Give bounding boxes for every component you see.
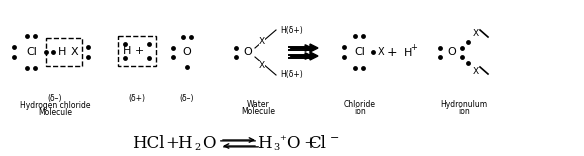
Text: O: O bbox=[202, 134, 215, 151]
Text: H(δ+): H(δ+) bbox=[280, 71, 303, 80]
Text: H +: H + bbox=[123, 46, 145, 56]
Text: (δ–): (δ–) bbox=[180, 94, 194, 103]
Text: O: O bbox=[286, 134, 300, 151]
Text: Cl: Cl bbox=[354, 47, 366, 57]
Text: ion: ion bbox=[354, 107, 366, 116]
Text: ion: ion bbox=[458, 107, 470, 116]
Text: HCl: HCl bbox=[132, 134, 164, 151]
Text: X: X bbox=[259, 61, 265, 70]
Text: X: X bbox=[70, 47, 78, 57]
Text: −: − bbox=[330, 133, 339, 143]
Text: Hydrogen chloride: Hydrogen chloride bbox=[20, 101, 91, 110]
Text: Cl: Cl bbox=[26, 47, 37, 57]
Text: Molecule: Molecule bbox=[38, 108, 72, 117]
Text: +: + bbox=[279, 134, 286, 142]
Text: X: X bbox=[378, 47, 384, 57]
Text: O: O bbox=[183, 47, 192, 57]
Polygon shape bbox=[310, 44, 318, 52]
Text: +: + bbox=[303, 134, 317, 151]
Text: +: + bbox=[165, 134, 179, 151]
Polygon shape bbox=[310, 52, 318, 60]
Text: H: H bbox=[58, 47, 67, 57]
Text: (δ+): (δ+) bbox=[128, 94, 145, 103]
Text: Hydronulum: Hydronulum bbox=[440, 100, 488, 109]
Text: +: + bbox=[411, 42, 418, 51]
Text: (δ–): (δ–) bbox=[48, 94, 62, 103]
Bar bbox=[46, 38, 82, 66]
Text: O: O bbox=[244, 47, 252, 57]
Text: +: + bbox=[387, 46, 397, 58]
Text: 2: 2 bbox=[194, 142, 200, 151]
Text: Cl: Cl bbox=[308, 134, 326, 151]
Text: H: H bbox=[258, 134, 272, 151]
Text: H: H bbox=[178, 134, 192, 151]
Text: X: X bbox=[473, 66, 479, 76]
Text: X: X bbox=[473, 29, 479, 39]
Text: 3: 3 bbox=[273, 142, 279, 151]
Text: H(δ+): H(δ+) bbox=[280, 25, 303, 34]
Text: X: X bbox=[259, 37, 265, 46]
Text: Molecule: Molecule bbox=[241, 107, 275, 116]
Bar bbox=[118, 36, 156, 66]
Text: Chloride: Chloride bbox=[344, 100, 376, 109]
Text: H: H bbox=[404, 48, 412, 58]
Text: O: O bbox=[447, 47, 456, 57]
Text: Water: Water bbox=[246, 100, 269, 109]
